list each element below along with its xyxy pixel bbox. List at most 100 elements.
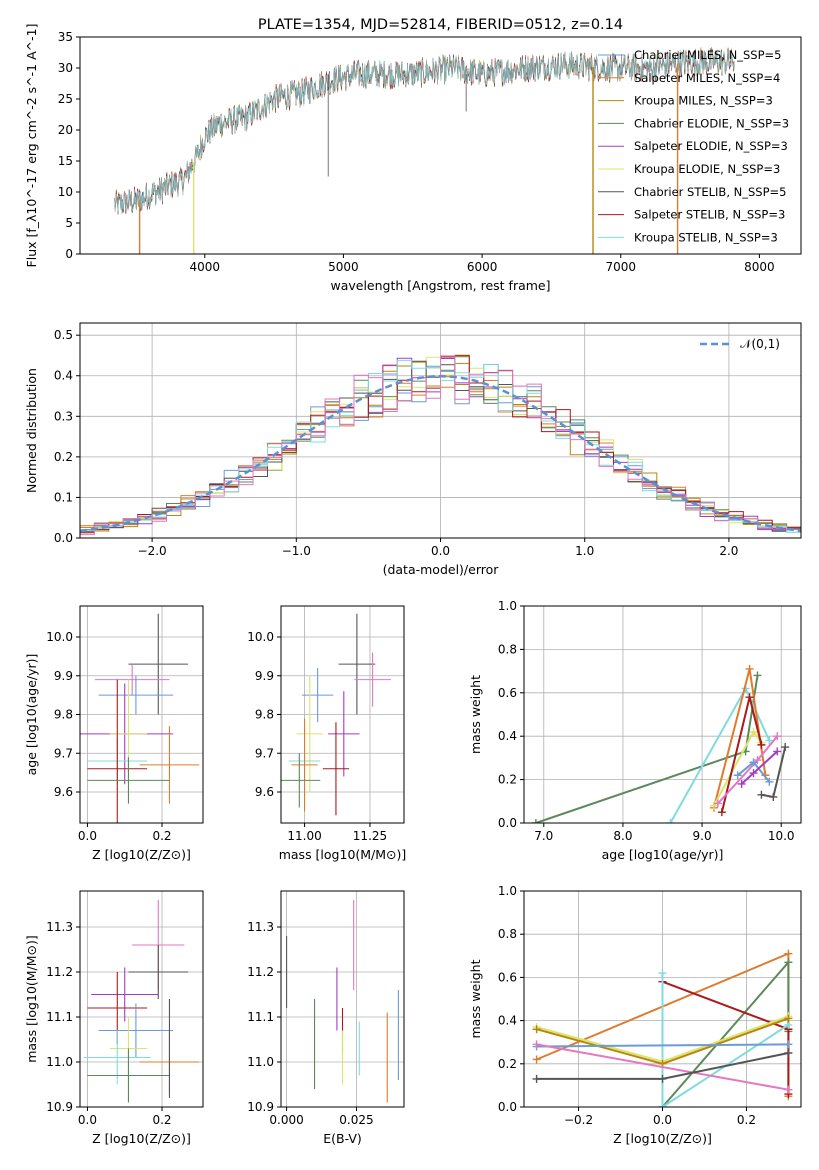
y-axis-label: mass weight xyxy=(468,675,483,754)
weight-marker xyxy=(784,958,793,967)
y-tick-label: 10.0 xyxy=(247,630,274,644)
plot-area xyxy=(114,47,735,254)
y-tick-label: 1.0 xyxy=(498,884,517,898)
y-tick-label: 0.4 xyxy=(54,369,73,383)
weight-marker xyxy=(784,1085,793,1094)
weight-marker xyxy=(532,1074,541,1083)
legend-label: Chabrier MILES, N_SSP=5 xyxy=(634,48,781,62)
panel-spectrum: 4000 5000 6000 7000 8000 0 5 10 15 20 25 30 35 wavele… xyxy=(24,24,802,293)
y-tick-label: 0.5 xyxy=(54,328,73,342)
weight-marker xyxy=(765,736,774,745)
x-tick-label: 0.2 xyxy=(152,1113,171,1127)
y-tick-label: 11.0 xyxy=(247,1055,274,1069)
x-tick-label: 8000 xyxy=(744,260,775,274)
y-tick-label: 9.8 xyxy=(255,708,274,722)
y-tick-label: 10.9 xyxy=(46,1100,73,1114)
weight-marker xyxy=(773,747,782,756)
y-tick-label: 0.6 xyxy=(498,686,517,700)
x-tick-label: 7.0 xyxy=(534,829,553,843)
y-tick-label: 0.6 xyxy=(498,970,517,984)
axes-frame xyxy=(523,605,802,824)
x-axis-label: Z [log10(Z/Z⊙)] xyxy=(613,1131,712,1146)
legend-label: Kroupa STELIB, N_SSP=3 xyxy=(634,230,778,244)
y-tick-label: 9.6 xyxy=(54,785,73,799)
weight-marker xyxy=(749,769,758,778)
x-tick-label: 0.2 xyxy=(737,1113,756,1127)
axes-frame xyxy=(79,890,204,1108)
x-tick-label: −2.0 xyxy=(138,544,167,558)
x-tick-label: 9.0 xyxy=(693,829,712,843)
y-tick-label: 20 xyxy=(58,123,73,137)
legend-label: Salpeter MILES, N_SSP=4 xyxy=(634,71,780,85)
spectrum-line xyxy=(114,49,735,214)
x-axis-label: wavelength [Angstrom, rest frame] xyxy=(330,278,550,293)
axes-frame xyxy=(79,36,802,255)
weight-marker xyxy=(753,671,762,680)
weight-marker xyxy=(765,777,774,786)
plot-area xyxy=(83,900,200,1103)
x-tick-label: 8.0 xyxy=(613,829,632,843)
x-tick-label: 11.25 xyxy=(353,829,387,843)
weight-marker xyxy=(658,969,667,978)
x-tick-label: 4000 xyxy=(190,260,221,274)
y-tick-label: 0.2 xyxy=(498,773,517,787)
plot-area xyxy=(531,664,790,823)
x-axis-label: age [log10(age/yr)] xyxy=(602,847,724,862)
panel-mass_vs_Z: 0.0 0.2 10.9 11.0 11.1 11.2 11.3 Z [log10(Z/Z⊙)… xyxy=(24,890,204,1146)
y-tick-label: 10.0 xyxy=(46,630,73,644)
weight-line xyxy=(536,1043,789,1048)
x-tick-label: −1.0 xyxy=(282,544,311,558)
y-tick-label: 11.2 xyxy=(46,965,73,979)
y-tick-label: 5 xyxy=(65,216,73,230)
y-tick-label: 35 xyxy=(58,30,73,44)
weight-marker xyxy=(658,1103,667,1107)
y-tick-label: 9.9 xyxy=(54,669,73,683)
weight-marker xyxy=(749,758,758,767)
plot-area xyxy=(286,900,399,1103)
weight-marker xyxy=(713,799,722,808)
weight-marker xyxy=(737,779,746,788)
weight-marker xyxy=(784,1049,793,1057)
y-tick-label: 0.0 xyxy=(54,531,73,545)
y-tick-label: 15 xyxy=(58,154,73,168)
x-tick-label: 0.0 xyxy=(78,1113,97,1127)
weight-marker xyxy=(532,1025,541,1034)
weight-line xyxy=(661,973,789,1107)
x-axis-label: mass [log10(M/M⊙)] xyxy=(279,847,407,862)
weight-marker xyxy=(717,808,726,817)
x-axis-label: Z [log10(Z/Z⊙)] xyxy=(92,1131,191,1146)
weight-line xyxy=(536,1043,789,1091)
weight-marker xyxy=(745,664,754,673)
y-axis-label: Normed distribution xyxy=(24,368,39,493)
y-tick-label: 10.9 xyxy=(247,1100,274,1114)
panel-weight_vs_age: 7.0 8.0 9.0 10.0 0.0 0.2 0.4 0.6 0.8 1.0 age [log1… xyxy=(468,599,802,862)
y-tick-label: 0.8 xyxy=(498,642,517,656)
y-tick-label: 0.3 xyxy=(54,409,73,423)
y-tick-label: 0.2 xyxy=(54,450,73,464)
x-tick-label: 0.2 xyxy=(152,829,171,843)
legend-label: Salpeter STELIB, N_SSP=3 xyxy=(634,208,785,222)
y-tick-label: 0.4 xyxy=(498,729,517,743)
x-tick-label: 11.00 xyxy=(287,829,321,843)
panel-mass_vs_ebv: 0.000 0.025 10.9 11.0 11.1 11.2 11.3 E(B-V) xyxy=(247,890,405,1146)
weight-line xyxy=(717,735,779,805)
panel-age_vs_Z: 0.0 0.2 9.6 9.7 9.8 9.9 10.0 Z [log10(Z/Z⊙)] age… xyxy=(24,605,204,862)
x-tick-label: 2.0 xyxy=(719,544,738,558)
panel-residuals: −2.0 −1.0 0.0 1.0 2.0 0.0 0.1 0.2 0.3 0.4 0.5 (data… xyxy=(24,322,802,577)
y-tick-label: 25 xyxy=(58,92,73,106)
y-tick-label: 11.1 xyxy=(46,1010,73,1024)
legend-label: 𝒩(0,1) xyxy=(740,337,780,351)
panel-weight_vs_Z: −0.2 0.0 0.2 0.0 0.2 0.4 0.6 0.8 1.0 Z [log10(Z/Z… xyxy=(468,884,802,1146)
y-tick-label: 9.9 xyxy=(255,669,274,683)
weight-marker xyxy=(749,727,758,736)
x-axis-label: (data-model)/error xyxy=(383,562,500,577)
legend-label: Kroupa ELODIE, N_SSP=3 xyxy=(634,162,780,176)
x-tick-label: 0.000 xyxy=(269,1113,303,1127)
x-axis-label: Z [log10(Z/Z⊙)] xyxy=(92,847,191,862)
x-tick-label: 6000 xyxy=(467,260,498,274)
y-tick-label: 0 xyxy=(65,247,73,261)
y-tick-label: 0.1 xyxy=(54,490,73,504)
plot-area xyxy=(80,613,200,823)
x-tick-label: 10.0 xyxy=(768,829,795,843)
